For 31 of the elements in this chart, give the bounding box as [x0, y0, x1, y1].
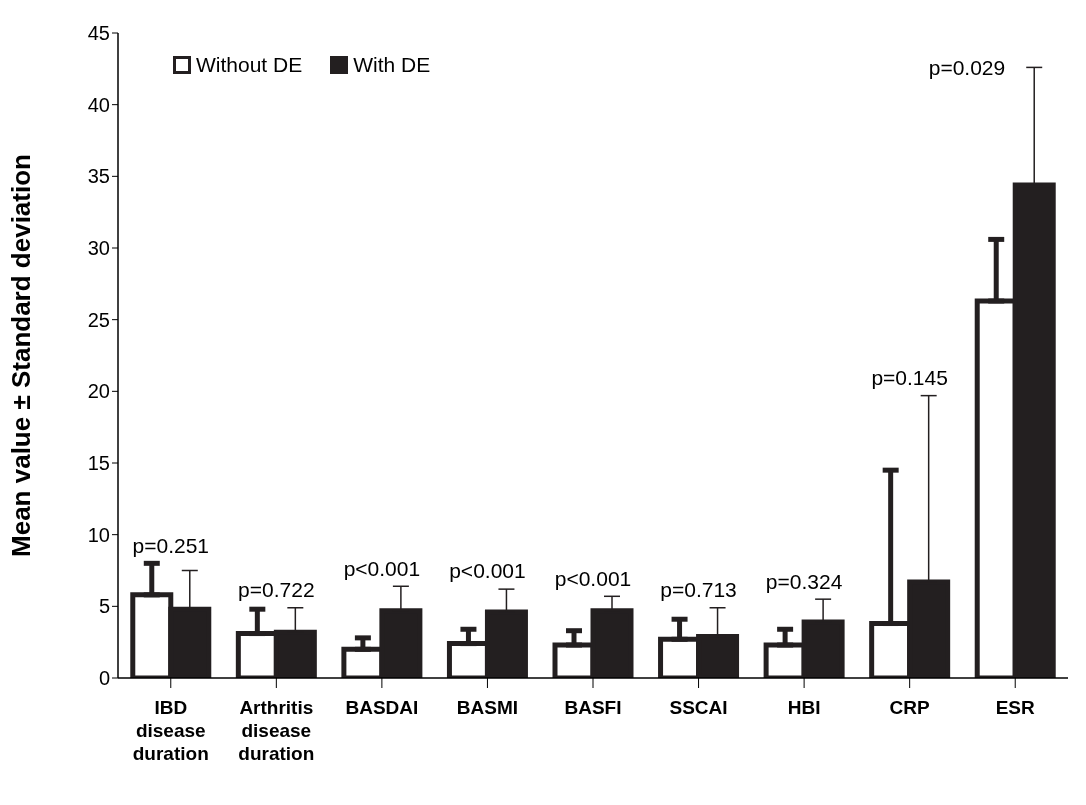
- annotation: p=0.145: [871, 365, 948, 389]
- y-tick-label: 45: [87, 22, 110, 45]
- legend-label: With DE: [353, 53, 431, 77]
- x-tick-label: ESR: [995, 697, 1036, 718]
- annotation: p=0.029: [928, 55, 1006, 79]
- y-tick-label: 35: [87, 165, 110, 188]
- annotation: p<0.001: [554, 566, 632, 590]
- x-tick-label: BASFI: [564, 697, 622, 718]
- x-tick-label: SSCAI: [669, 697, 728, 718]
- y-tick-label: 30: [87, 237, 110, 260]
- y-tick-label: 25: [87, 308, 110, 331]
- annotation: p<0.001: [449, 559, 526, 583]
- annotation: p=0.713: [660, 578, 737, 602]
- y-tick-label: 20: [87, 380, 110, 403]
- annotation: p=0.324: [765, 569, 843, 593]
- x-tick-label: CRP: [889, 697, 931, 718]
- y-tick-label: 0: [98, 667, 110, 690]
- x-tick-label: BASDAI: [345, 697, 419, 718]
- legend-label: Without DE: [196, 53, 303, 77]
- x-tick-label: HBI: [787, 697, 821, 718]
- annotation: p=0.722: [238, 578, 315, 602]
- x-tick-label: IBD disease duration: [132, 697, 209, 764]
- x-tick-label: Arthritis disease duration: [238, 697, 315, 764]
- x-tick-label: BASMI: [456, 697, 519, 718]
- y-tick-label: 40: [87, 93, 110, 116]
- y-tick-label: 10: [87, 523, 110, 546]
- y-axis-title: Mean value ± Standard deviation: [6, 154, 37, 557]
- annotation: p=0.251: [132, 533, 210, 557]
- y-tick-label: 5: [98, 595, 110, 618]
- y-tick-label: 15: [87, 452, 110, 475]
- annotation: p<0.001: [343, 556, 421, 580]
